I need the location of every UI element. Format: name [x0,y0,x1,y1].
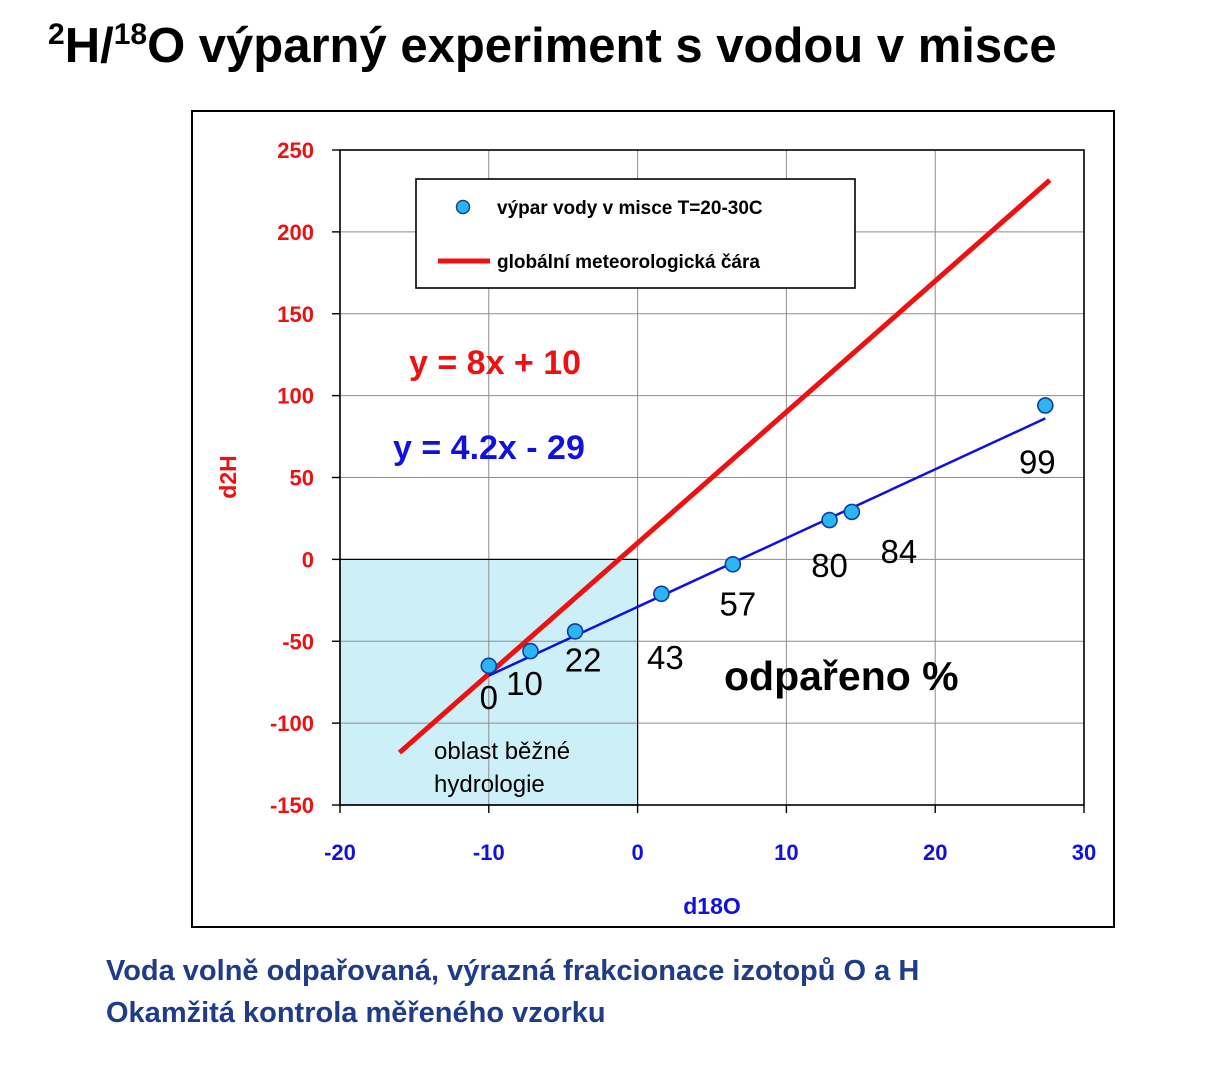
y-tick-label: -50 [282,629,314,654]
title-h-superscript: 2 [48,18,65,51]
slide-title: 2H/18O výparný experiment s vodou v misc… [48,18,1208,74]
data-point-label: 10 [506,665,543,702]
y-tick-label: 50 [290,466,314,491]
data-point-label: 22 [565,641,602,678]
footer-line-1: Voda volně odpařovaná, výrazná frakciona… [106,955,920,987]
data-point-label: 99 [1019,443,1056,480]
evaporated-percent-label: odpařeno % [724,653,959,699]
x-tick-label: -20 [324,840,356,865]
data-point-label: 43 [647,639,684,676]
data-point [1037,397,1054,414]
data-point [843,503,861,521]
data-point-label: 57 [719,585,756,622]
title-o-superscript: 18 [113,18,148,51]
gmwl-equation: y = 8x + 10 [409,344,581,382]
x-tick-label: 20 [923,840,947,865]
global-meteoric-line [397,178,1052,755]
footer-line-2: Okamžitá kontrola měřeného vzorku [106,997,606,1029]
y-tick-label: -150 [270,793,314,818]
data-point [566,623,584,640]
x-axis-title: d18O [683,893,741,919]
data-point-label: 80 [811,547,848,584]
footer-text: Voda volně odpařovaná, výrazná frakciona… [106,950,919,1034]
data-point [653,585,670,603]
x-tick-label: -10 [473,840,505,865]
fit-equation: y = 4.2x - 29 [393,429,585,467]
title-o-text: O výparný experiment s vodou v misce [147,19,1057,73]
y-axis-title: d2H [215,455,241,498]
y-tick-label: -100 [270,711,314,736]
data-point [821,511,838,529]
data-point-label: 84 [881,533,918,570]
region-label-line-1: oblast běžné [434,738,570,765]
y-tick-label: 200 [277,220,314,245]
legend-marker-icon [455,199,471,215]
y-tick-label: 100 [277,384,314,409]
y-tick-label: 150 [277,302,314,327]
data-point [480,657,498,675]
x-tick-label: 0 [631,840,643,865]
data-point [724,555,742,573]
y-tick-label: 0 [302,547,314,572]
legend-label-points: výpar vody v misce T=20-30C [497,198,763,219]
x-tick-label: 10 [774,840,798,865]
data-point [522,642,539,660]
chart-frame: -150 -100 -50 0 50 100 150 200 250 -20 -10 0 10 20 30 d… [191,110,1115,928]
legend-label-line: globální meteorologická čára [497,252,760,273]
region-label-line-2: hydrologie [434,771,545,798]
data-point-label: 0 [480,679,498,716]
title-h-text: H/ [64,19,114,73]
y-tick-label: 250 [277,138,314,163]
legend-box [415,178,856,289]
x-tick-label: 30 [1072,840,1096,865]
